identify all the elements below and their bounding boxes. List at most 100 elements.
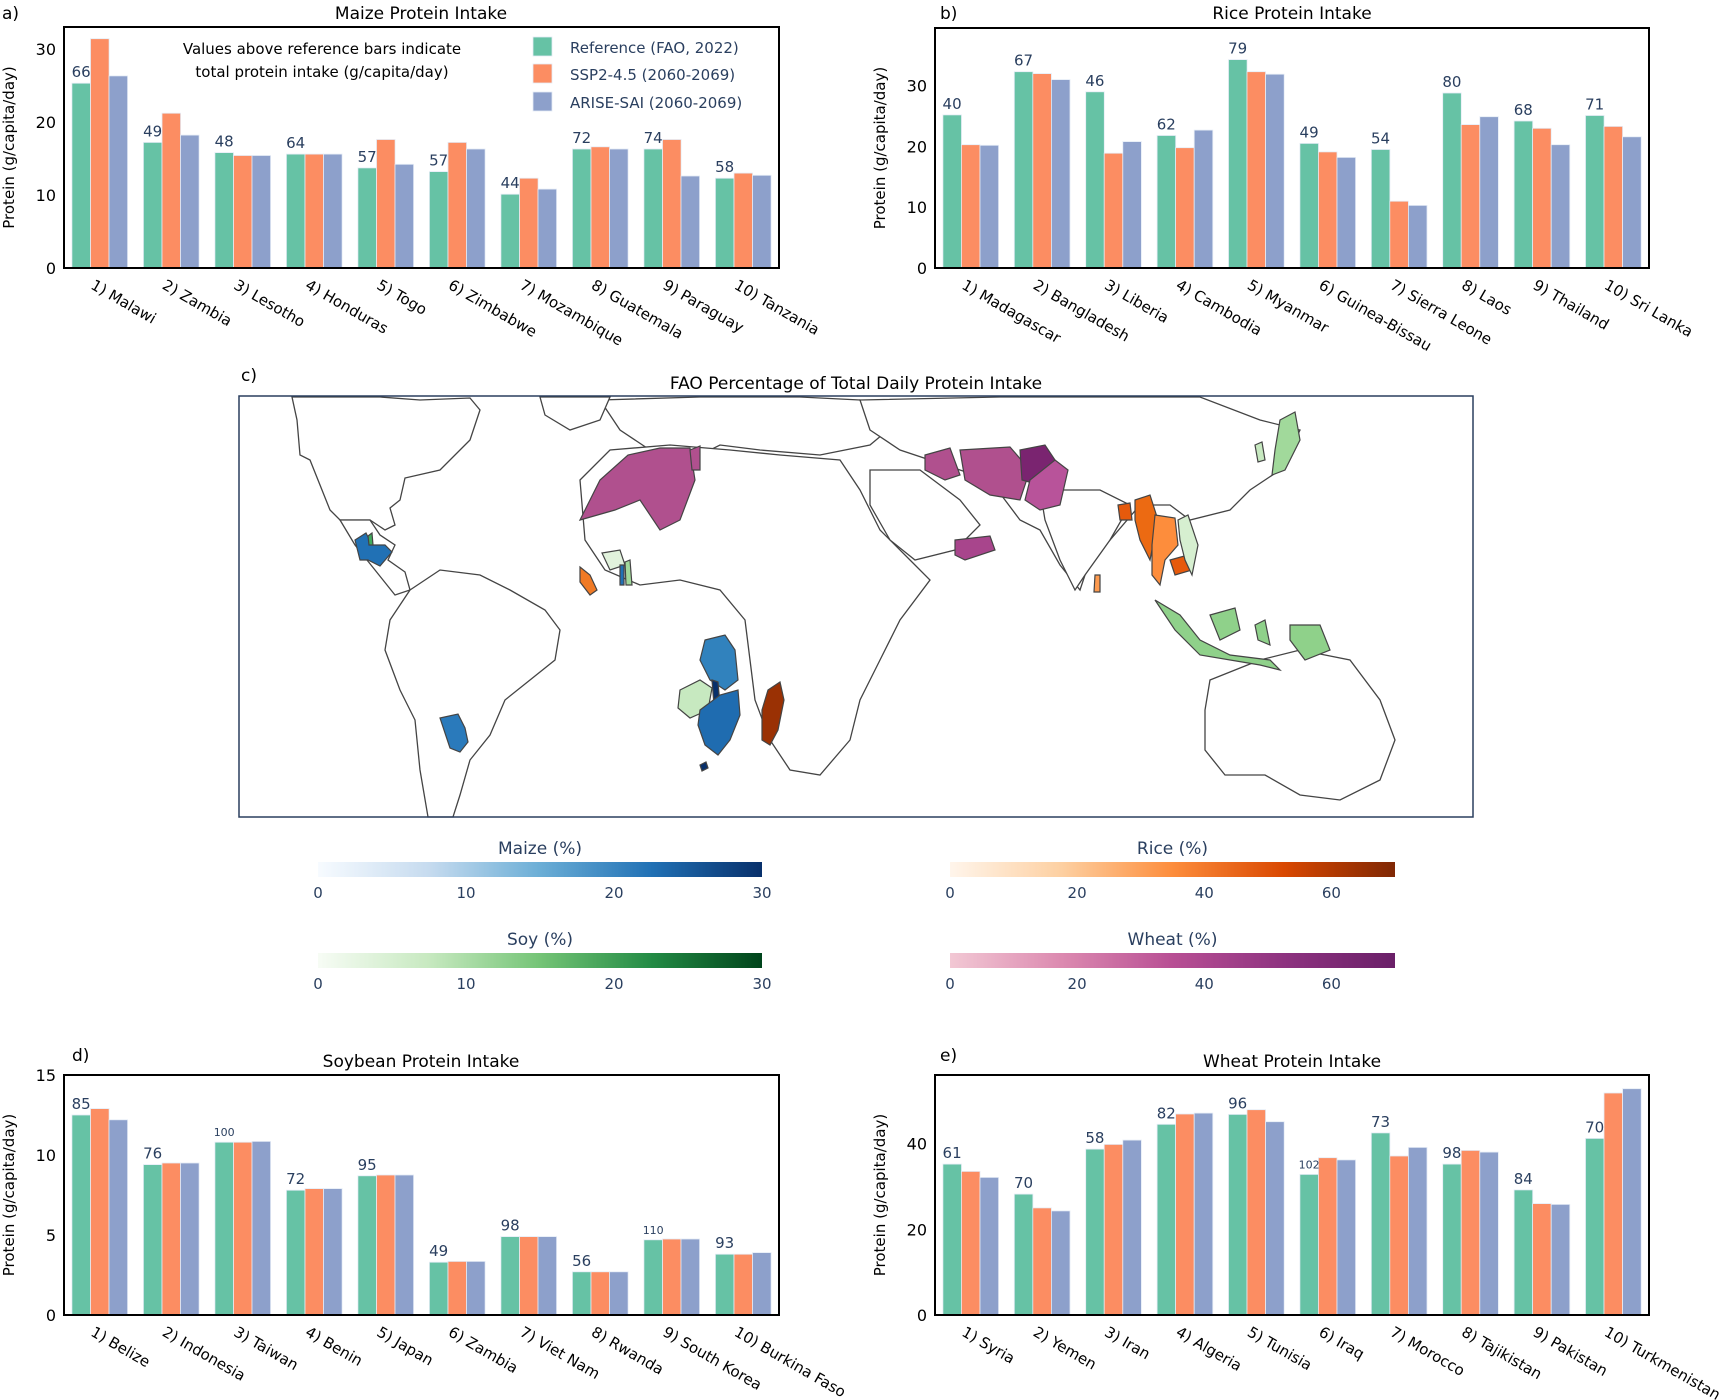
map-area[interactable] <box>238 395 1474 818</box>
rice-bar-arise[interactable] <box>1122 141 1142 269</box>
rice-bar-arise[interactable] <box>1265 73 1285 269</box>
soybean-bar-ssp[interactable] <box>662 1238 682 1316</box>
maize-bar-arise[interactable] <box>180 134 200 269</box>
wheat-bar-reference[interactable] <box>942 1163 962 1316</box>
region-paraguay[interactable] <box>439 713 469 753</box>
region-thailand-laos[interactable] <box>1151 514 1179 587</box>
soybean-bar-ssp[interactable] <box>733 1253 754 1316</box>
maize-bar-reference[interactable] <box>285 153 306 269</box>
region-tunisia[interactable] <box>689 445 701 471</box>
rice-bar-reference[interactable] <box>1156 135 1177 269</box>
wheat-bar-arise[interactable] <box>1408 1147 1428 1316</box>
rice-bar-arise[interactable] <box>1622 136 1642 269</box>
region-sierra-leone-liberia[interactable] <box>579 565 598 596</box>
soybean-bar-arise[interactable] <box>752 1252 772 1316</box>
soybean-bar-reference[interactable] <box>643 1239 663 1316</box>
region-lesotho[interactable] <box>699 761 709 772</box>
wheat-bar-ssp[interactable] <box>961 1171 981 1316</box>
soybean-bar-ssp[interactable] <box>376 1174 396 1316</box>
rice-bar-ssp[interactable] <box>1460 124 1481 269</box>
maize-bar-ssp[interactable] <box>733 172 754 269</box>
soybean-bar-reference[interactable] <box>214 1141 234 1316</box>
rice-bar-reference[interactable] <box>942 114 962 269</box>
rice-bar-arise[interactable] <box>1051 79 1071 269</box>
rice-bar-ssp[interactable] <box>961 144 981 269</box>
wheat-bar-reference[interactable] <box>1299 1174 1319 1316</box>
maize-bar-reference[interactable] <box>572 148 592 269</box>
maize-bar-arise[interactable] <box>466 148 486 269</box>
soybean-bar-reference[interactable] <box>428 1261 449 1316</box>
rice-bar-arise[interactable] <box>1408 204 1428 269</box>
wheat-bar-reference[interactable] <box>1085 1148 1105 1316</box>
wheat-bar-ssp[interactable] <box>1318 1157 1338 1316</box>
maize-bar-ssp[interactable] <box>161 112 182 269</box>
wheat-bar-ssp[interactable] <box>1460 1150 1481 1316</box>
maize-bar-ssp[interactable] <box>662 139 682 269</box>
maize-bar-ssp[interactable] <box>590 146 611 269</box>
wheat-bar-reference[interactable] <box>1013 1193 1034 1316</box>
region-belize[interactable] <box>367 531 374 546</box>
rice-bar-ssp[interactable] <box>1103 152 1124 269</box>
rice-bar-arise[interactable] <box>1336 156 1357 269</box>
soybean-bar-reference[interactable] <box>500 1236 520 1316</box>
wheat-bar-reference[interactable] <box>1442 1163 1462 1316</box>
rice-bar-reference[interactable] <box>1513 120 1534 269</box>
soybean-bar-ssp[interactable] <box>447 1261 468 1316</box>
soybean-bar-reference[interactable] <box>285 1189 306 1316</box>
rice-bar-arise[interactable] <box>979 144 1000 269</box>
rice-bar-ssp[interactable] <box>1246 71 1267 269</box>
rice-bar-arise[interactable] <box>1193 129 1214 269</box>
wheat-bar-ssp[interactable] <box>1603 1092 1624 1316</box>
soybean-bar-arise[interactable] <box>394 1174 415 1316</box>
maize-bar-arise[interactable] <box>752 174 772 269</box>
region-iran[interactable] <box>959 446 1031 501</box>
maize-bar-arise[interactable] <box>609 148 629 269</box>
region-iraq-syria[interactable] <box>924 447 961 481</box>
maize-bar-reference[interactable] <box>500 193 520 269</box>
rice-bar-reference[interactable] <box>1085 91 1105 269</box>
rice-bar-ssp[interactable] <box>1532 127 1552 269</box>
soybean-bar-ssp[interactable] <box>161 1162 182 1316</box>
maize-bar-reference[interactable] <box>715 177 735 269</box>
rice-bar-reference[interactable] <box>1013 71 1034 269</box>
soybean-bar-reference[interactable] <box>142 1164 163 1316</box>
maize-bar-reference[interactable] <box>357 167 377 269</box>
soybean-bar-arise[interactable] <box>466 1261 486 1316</box>
region-yemen[interactable] <box>954 535 996 561</box>
maize-bar-reference[interactable] <box>428 171 449 269</box>
maize-bar-ssp[interactable] <box>304 153 325 269</box>
region-togo[interactable] <box>624 559 633 586</box>
soybean-bar-arise[interactable] <box>537 1236 558 1316</box>
soybean-bar-ssp[interactable] <box>590 1271 611 1316</box>
wheat-bar-ssp[interactable] <box>1389 1155 1409 1316</box>
soybean-bar-reference[interactable] <box>357 1175 377 1316</box>
maize-bar-arise[interactable] <box>323 153 343 269</box>
wheat-bar-ssp[interactable] <box>1246 1109 1267 1316</box>
rice-bar-reference[interactable] <box>1299 142 1319 269</box>
soybean-bar-reference[interactable] <box>71 1114 91 1316</box>
soybean-bar-arise[interactable] <box>323 1188 343 1316</box>
wheat-bar-arise[interactable] <box>1336 1159 1357 1316</box>
soybean-bar-ssp[interactable] <box>233 1141 253 1316</box>
legend-item-ssp[interactable]: SSP2-4.5 (2060-2069) <box>532 63 735 84</box>
soybean-bar-ssp[interactable] <box>304 1188 325 1316</box>
rice-bar-reference[interactable] <box>1228 59 1248 269</box>
rice-bar-arise[interactable] <box>1550 144 1571 269</box>
wheat-bar-arise[interactable] <box>1265 1121 1285 1316</box>
soybean-bar-arise[interactable] <box>680 1238 701 1316</box>
rice-bar-reference[interactable] <box>1585 115 1605 269</box>
wheat-bar-ssp[interactable] <box>1532 1203 1552 1316</box>
region-tanzania[interactable] <box>699 634 739 691</box>
wheat-bar-reference[interactable] <box>1156 1123 1177 1316</box>
region-indonesia[interactable] <box>1154 599 1331 672</box>
maize-bar-ssp[interactable] <box>376 139 396 269</box>
wheat-bar-arise[interactable] <box>979 1177 1000 1316</box>
maize-bar-ssp[interactable] <box>447 141 468 269</box>
wheat-bar-arise[interactable] <box>1479 1151 1499 1316</box>
region-benin[interactable] <box>619 564 625 586</box>
soybean-bar-arise[interactable] <box>108 1119 129 1316</box>
region-mozambique-zimbabwe[interactable] <box>697 689 741 756</box>
region-viet-nam[interactable] <box>1177 514 1199 577</box>
soybean-bar-reference[interactable] <box>715 1253 735 1316</box>
wheat-bar-reference[interactable] <box>1228 1114 1248 1316</box>
